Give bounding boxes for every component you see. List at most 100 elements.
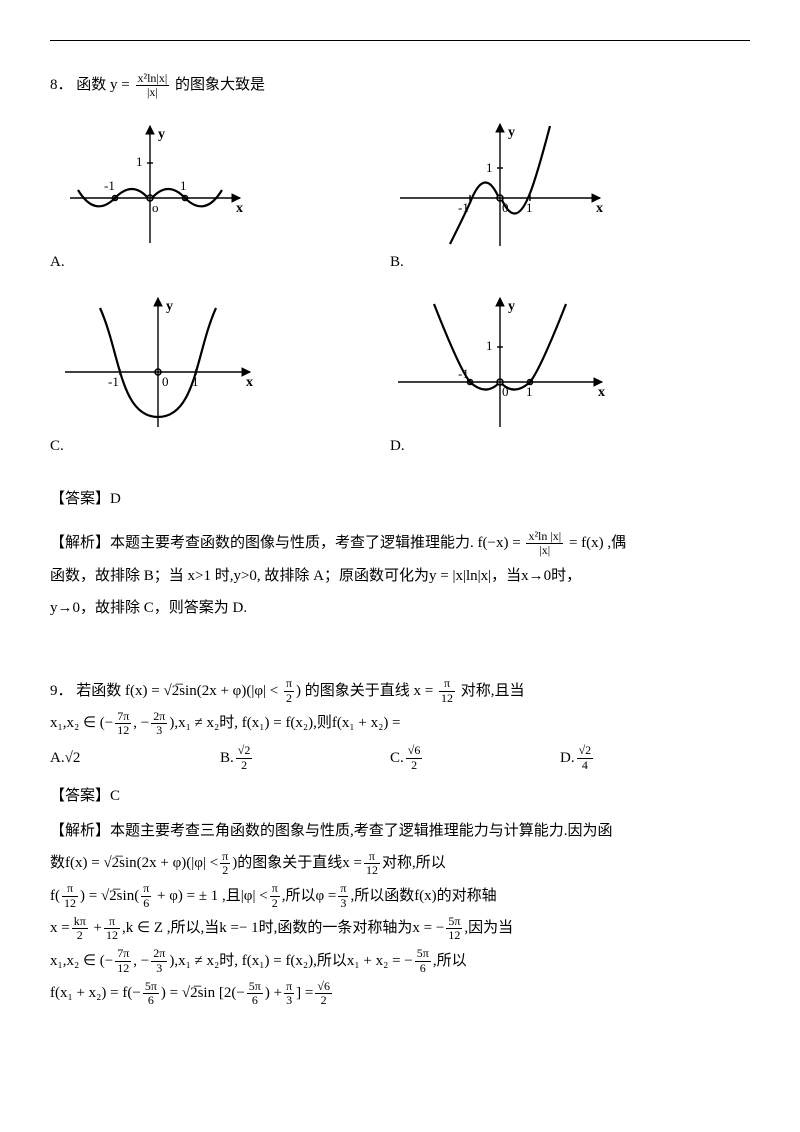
q9-e5-r2d: 3: [151, 962, 167, 975]
q9-cb-lbl: B.: [220, 750, 234, 766]
q9-e6-s6n: √6: [315, 980, 332, 994]
q9-e2a: 数f(x) = √2̅sin(2x + φ)(|φ| <: [50, 855, 218, 871]
svg-text:1: 1: [180, 178, 187, 193]
q9-e5-5pi6: 5π6: [415, 947, 431, 974]
q9-e3-pi2n: π: [270, 882, 280, 896]
q9-e4-5pi12: 5π12: [446, 915, 462, 942]
q8-expl-3: y→0，故排除 C，则答案为 D.: [50, 594, 750, 623]
q9-e2-pi2n: π: [220, 850, 230, 864]
q9-cd-d: 4: [577, 759, 594, 772]
q9-cc-frac: √62: [406, 744, 423, 771]
q9-pi12-num: π: [439, 677, 455, 691]
q9-choices: A.√2 B.√22 C.√62 D.√24: [50, 744, 750, 773]
q8-options-row1: y x -1 1 1 o A.: [50, 118, 750, 477]
q8-label-a: A.: [50, 254, 65, 270]
svg-text:0: 0: [162, 374, 169, 389]
q9-e3-pi12: π12: [62, 882, 78, 909]
q9-e6-5pi6b: 5π6: [247, 980, 263, 1007]
q9-r1n: 7π: [115, 710, 131, 724]
q8-label-d: D.: [390, 438, 405, 454]
q9-cb-d: 2: [236, 759, 253, 772]
q9-e2-pi12: π12: [364, 850, 380, 877]
q9-e6-5db: 6: [247, 994, 263, 1007]
svg-text:-1: -1: [104, 178, 115, 193]
q9-e6-s6d: 2: [315, 994, 332, 1007]
svg-text:x: x: [236, 201, 243, 216]
q9-e6-5nb: 5π: [247, 980, 263, 994]
q9-answer-value: C: [110, 788, 120, 804]
q8-option-d: y x -1 1 1 0 D.: [390, 292, 730, 461]
q8-expl-den: |x|: [526, 544, 563, 557]
q9-pi2-num: π: [284, 677, 294, 691]
q8-text-pre: 函数: [76, 77, 106, 93]
q9-pi2: π2: [284, 677, 294, 704]
svg-text:y: y: [166, 299, 173, 314]
q9-ca-lbl: A.: [50, 750, 65, 766]
q9-e4-5d: 12: [446, 929, 462, 942]
q9-e2-pi2: π2: [220, 850, 230, 877]
q9-pi12: π12: [439, 677, 455, 704]
q9-e5-r2: 2π3: [151, 947, 167, 974]
q9-ca-body: √2: [65, 750, 81, 766]
q8-label-b: B.: [390, 254, 404, 270]
q9-stem1: 9． 若函数 f(x) = √2̅sin(2x + φ)(|φ| < π2) 的…: [50, 677, 750, 706]
q9-e6: f(x₁ + x₂) = f(−5π6) = √2̅sin [2(−5π6) +…: [50, 979, 750, 1008]
q8-expl-num: x²ln |x|: [526, 530, 563, 544]
svg-text:y: y: [158, 127, 165, 142]
q9-cc-n: √6: [406, 744, 423, 758]
q9-e2-pi2d: 2: [220, 864, 230, 877]
q9-s2b: , −: [133, 715, 149, 731]
q9-e5-r2n: 2π: [151, 947, 167, 961]
q9-answer-label: 【答案】: [50, 788, 110, 804]
q8-expl-label: 【解析】: [50, 535, 110, 551]
q8-expl-1b: ,偶: [607, 535, 626, 551]
q8-answer-value: D: [110, 491, 121, 507]
q9-e3a: f(: [50, 888, 60, 904]
svg-text:-1: -1: [108, 374, 119, 389]
q9-e3-pi6: π6: [141, 882, 151, 909]
q9-e3-pi6n: π: [141, 882, 151, 896]
q9-choice-d: D.√24: [560, 744, 730, 773]
q8-answer: 【答案】D: [50, 485, 750, 514]
q9-e5c: ),x₁ ≠ x₂时, f(x₁) = f(x₂),所以x₁ + x₂ = −: [169, 953, 412, 969]
q9-e4a: x =: [50, 920, 70, 936]
q9-e3-pi6d: 6: [141, 897, 151, 910]
q9-e6-5na: 5π: [143, 980, 159, 994]
q9-e6a: f(x₁ + x₂) = f(−: [50, 985, 141, 1001]
q9-cd-n: √2: [577, 744, 594, 758]
q8-expl-f: f(−x) =: [478, 535, 521, 551]
q9-e5-5d: 6: [415, 962, 431, 975]
q9-stem2: x₁,x₂ ∈ (−7π12, −2π3),x₁ ≠ x₂时, f(x₁) = …: [50, 709, 750, 738]
q9-e6d: ] =: [296, 985, 313, 1001]
q8-explanation: 【解析】本题主要考查函数的图像与性质，考查了逻辑推理能力. f(−x) = x²…: [50, 529, 750, 558]
svg-text:1: 1: [136, 154, 143, 169]
q9-e4-kpi2: kπ2: [72, 915, 88, 942]
q9-cb-n: √2: [236, 744, 253, 758]
q9-r2d: 3: [151, 724, 167, 737]
q9-expl-label: 【解析】: [50, 823, 110, 839]
q8-expl-2: 函数，故排除 B；当 x>1 时,y>0, 故排除 A；原函数可化为y = |x…: [50, 562, 750, 591]
q9-e4-pi12d: 12: [104, 929, 120, 942]
q9-e3d: ,所以φ =: [282, 888, 337, 904]
q9-e3-pi3d: 3: [338, 897, 348, 910]
q9-e4d: x = −: [412, 920, 444, 936]
q9-cc-d: 2: [406, 759, 423, 772]
q9-s1-post: 对称,且当: [461, 683, 525, 699]
q9-cd-frac: √24: [577, 744, 594, 771]
svg-text:x: x: [596, 201, 603, 216]
q9-e2-pi12n: π: [364, 850, 380, 864]
q9-s2c: ),x₁ ≠ x₂时, f(x₁) = f(x₂),则f(x₁ + x₂) =: [169, 715, 400, 731]
q9-e6-pi3d: 3: [284, 994, 294, 1007]
q8-option-c: y x -1 1 0 C.: [50, 292, 390, 461]
q9-e3-pi2: π2: [270, 882, 280, 909]
q9-r2n: 2π: [151, 710, 167, 724]
svg-text:x: x: [598, 385, 605, 400]
q9-s1-mid: 的图象关于直线: [305, 683, 410, 699]
q9-e6-sqrt6: √62: [315, 980, 332, 1007]
q9-e3-pi12n: π: [62, 882, 78, 896]
q9-e4b: +: [90, 920, 102, 936]
q9-e3b: ) = √2̅sin(: [80, 888, 139, 904]
q9-e2-pi12d: 12: [364, 864, 380, 877]
q9-e3: f(π12) = √2̅sin(π6 + φ) = ± 1 ,且|φ| <π2,…: [50, 882, 750, 911]
graph-d-icon: y x -1 1 1 0: [390, 292, 610, 432]
